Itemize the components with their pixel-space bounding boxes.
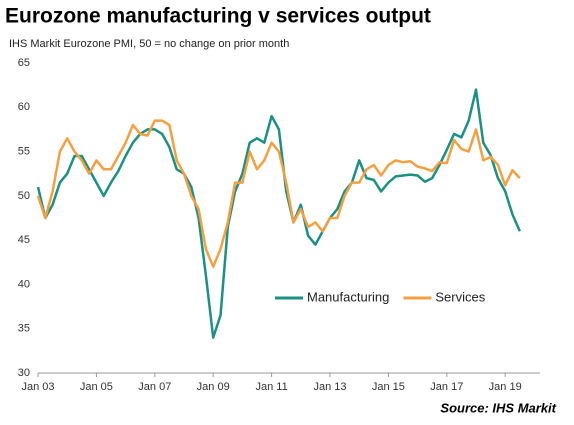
x-tick-label: Jan 05 bbox=[80, 381, 113, 393]
x-tick-label: Jan 13 bbox=[313, 381, 346, 393]
x-tick-label: Jan 09 bbox=[197, 381, 230, 393]
legend-label: Services bbox=[435, 289, 485, 304]
chart-subtitle: IHS Markit Eurozone PMI, 50 = no change … bbox=[9, 38, 289, 50]
y-tick-label: 30 bbox=[18, 367, 30, 379]
series-line bbox=[36, 88, 521, 339]
y-tick-label: 55 bbox=[18, 145, 30, 157]
x-tick-label: Jan 07 bbox=[138, 381, 171, 393]
x-tick-label: Jan 17 bbox=[430, 381, 463, 393]
y-tick-label: 50 bbox=[18, 190, 30, 202]
y-tick-label: 35 bbox=[18, 323, 30, 335]
y-tick-label: 45 bbox=[18, 234, 30, 246]
x-tick-label: Jan 19 bbox=[489, 381, 522, 393]
source-note: Source: IHS Markit bbox=[440, 400, 556, 415]
series-line bbox=[36, 119, 521, 268]
chart-title: Eurozone manufacturing v services output bbox=[5, 5, 431, 28]
x-tick-label: Jan 15 bbox=[372, 381, 405, 393]
y-tick-label: 65 bbox=[18, 57, 30, 69]
x-tick-label: Jan 03 bbox=[21, 381, 54, 393]
y-tick-label: 40 bbox=[18, 278, 30, 290]
x-tick-label: Jan 11 bbox=[255, 381, 287, 393]
y-tick-label: 60 bbox=[18, 101, 30, 113]
legend-label: Manufacturing bbox=[307, 289, 389, 304]
